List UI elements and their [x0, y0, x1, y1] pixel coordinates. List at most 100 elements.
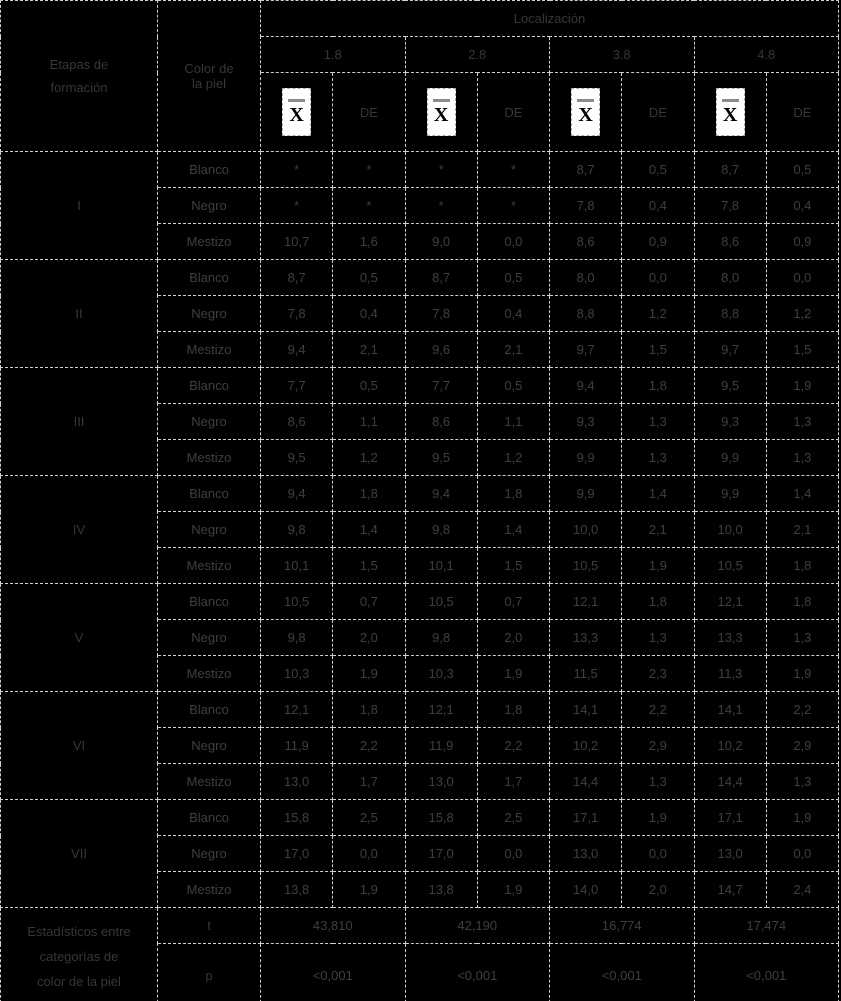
value-cell: 2,4: [765, 871, 840, 908]
table-footer: Estadísticos entre categorías de color d…: [0, 907, 839, 1001]
value-cell: 1,3: [765, 763, 840, 800]
skin-color-label: Negro: [157, 727, 261, 764]
value-cell: 0,0: [476, 835, 551, 872]
value-cell: 9,7: [693, 331, 767, 368]
value-cell: *: [332, 187, 406, 224]
value-cell: 8,8: [548, 295, 623, 332]
value-cell: 0,0: [476, 223, 551, 260]
value-cell: 14,1: [548, 691, 623, 728]
skin-color-label: Blanco: [157, 583, 261, 620]
value-cell: 9,3: [693, 403, 767, 440]
table-header: Etapas de formación Color de la piel Loc…: [0, 0, 840, 152]
value-cell: 1,9: [476, 871, 551, 908]
value-cell: 8,7: [259, 259, 334, 296]
value-cell: 1,9: [621, 547, 695, 584]
value-cell: 17,0: [404, 835, 478, 872]
footer-label: Estadísticos entre categorías de color d…: [0, 907, 158, 1001]
value-cell: 1,5: [765, 331, 840, 368]
x-bar-glyph: X: [578, 104, 593, 126]
value-cell: 2,2: [765, 691, 840, 728]
value-cell: 9,8: [404, 619, 478, 656]
value-cell: *: [259, 151, 334, 188]
value-cell: 2,0: [332, 619, 406, 656]
table-row: IV Blanco 9,4 1,8 9,4 1,8 9,9 1,4 9,9 1,4: [0, 475, 840, 584]
value-cell: 10,3: [404, 655, 478, 692]
value-cell: 12,1: [548, 583, 623, 620]
table-body: I Blanco * * * * 8,7 0,5 8,7 0,5 Negro * * * * 7,8 0,4 7,…: [0, 151, 840, 908]
value-cell: 0,0: [621, 259, 695, 296]
value-cell: 11,5: [548, 655, 623, 692]
value-cell: 9,5: [404, 439, 478, 476]
skin-color-label: Negro: [157, 403, 261, 440]
sd-header-38: DE: [621, 72, 695, 152]
value-cell: 11,3: [693, 655, 767, 692]
value-cell: 9,4: [259, 475, 334, 512]
table-row: Mestizo 13,8 1,9 13,8 1,9 14,0 2,0 14,7 2,4: [1, 871, 840, 908]
value-cell: 7,8: [693, 187, 767, 224]
value-cell: 1,4: [332, 511, 406, 548]
table-row: VII Blanco 15,8 2,5 15,8 2,5 17,1 1,9 17,1 1,9: [0, 799, 840, 908]
value-cell: 10,5: [259, 583, 334, 620]
value-cell: 14,1: [693, 691, 767, 728]
skin-color-label: Negro: [157, 295, 261, 332]
table-row: Negro * * * * 7,8 0,4 7,8 0,4: [1, 187, 840, 224]
value-cell: 10,0: [548, 511, 623, 548]
value-cell: 1,7: [476, 763, 551, 800]
value-cell: 12,1: [259, 691, 334, 728]
skin-color-label: Mestizo: [157, 763, 261, 800]
location-header-28: 2.8: [404, 36, 550, 73]
value-cell: 1,2: [332, 439, 406, 476]
value-cell: 2,1: [621, 511, 695, 548]
skin-color-label: Mestizo: [157, 871, 261, 908]
table-row: Mestizo 13,0 1,7 13,0 1,7 14,4 1,3 14,4 1,3: [1, 763, 840, 800]
value-cell: *: [259, 187, 334, 224]
value-cell: 1,9: [765, 655, 840, 692]
value-cell: 8,8: [693, 295, 767, 332]
value-cell: 1,8: [621, 583, 695, 620]
skin-color-label: Negro: [157, 511, 261, 548]
value-cell: 2,5: [476, 799, 551, 836]
stage-label: VII: [0, 799, 158, 908]
value-cell: 1,3: [765, 403, 840, 440]
value-cell: 9,9: [548, 475, 623, 512]
value-cell: 9,5: [259, 439, 334, 476]
value-cell: 1,4: [476, 511, 551, 548]
value-cell: 10,5: [693, 547, 767, 584]
value-cell: 0,5: [765, 151, 840, 188]
value-cell: 0,4: [621, 187, 695, 224]
table-row: I Blanco * * * * 8,7 0,5 8,7 0,5: [0, 151, 840, 260]
value-cell: 8,7: [548, 151, 623, 188]
value-cell: 13,0: [548, 835, 623, 872]
value-cell: 1,3: [765, 619, 840, 656]
value-cell: 2,3: [621, 655, 695, 692]
value-cell: 0,0: [765, 835, 840, 872]
value-cell: 15,8: [404, 799, 478, 836]
x-bar-icon: X: [715, 88, 745, 136]
value-cell: 10,5: [404, 583, 478, 620]
stage-column-header: Etapas de formación: [0, 0, 158, 152]
value-cell: 1,5: [476, 547, 551, 584]
table-row: III Blanco 7,7 0,5 7,7 0,5 9,4 1,8 9,5 1,9: [0, 367, 840, 476]
value-cell: 9,5: [693, 367, 767, 404]
table-row: Negro 8,6 1,1 8,6 1,1 9,3 1,3 9,3 1,3: [1, 403, 840, 440]
value-cell: 10,7: [259, 223, 334, 260]
skin-color-label: Blanco: [157, 367, 261, 404]
value-cell: 2,9: [621, 727, 695, 764]
value-cell: 0,9: [621, 223, 695, 260]
location-header-38: 3.8: [549, 36, 695, 73]
value-cell: 8,6: [259, 403, 334, 440]
value-cell: 8,6: [404, 403, 478, 440]
value-cell: *: [476, 151, 551, 188]
skin-color-label: Negro: [157, 619, 261, 656]
mean-header-38: X: [548, 72, 623, 152]
table-row: II Blanco 8,7 0,5 8,7 0,5 8,0 0,0 8,0 0,0: [0, 259, 840, 368]
value-cell: 11,9: [259, 727, 334, 764]
value-cell: 1,4: [621, 475, 695, 512]
value-cell: 0,9: [765, 223, 840, 260]
value-cell: 1,9: [765, 799, 840, 836]
value-cell: 2,0: [476, 619, 551, 656]
value-cell: 12,1: [693, 583, 767, 620]
value-cell: 1,1: [332, 403, 406, 440]
